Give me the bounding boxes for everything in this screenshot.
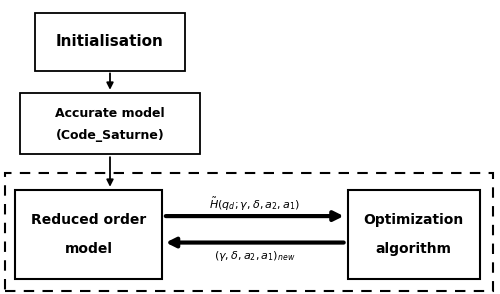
Text: Accurate model: Accurate model bbox=[55, 107, 165, 120]
Text: $\tilde{H}(q_d;\gamma,\delta,a_2,a_1)$: $\tilde{H}(q_d;\gamma,\delta,a_2,a_1)$ bbox=[210, 196, 300, 213]
FancyBboxPatch shape bbox=[20, 93, 200, 154]
Text: model: model bbox=[65, 242, 113, 256]
FancyBboxPatch shape bbox=[35, 13, 185, 71]
FancyBboxPatch shape bbox=[15, 190, 163, 279]
Text: Reduced order: Reduced order bbox=[31, 213, 146, 227]
Text: algorithm: algorithm bbox=[376, 242, 452, 256]
Text: Optimization: Optimization bbox=[364, 213, 464, 227]
Text: Initialisation: Initialisation bbox=[56, 34, 164, 49]
Text: (Code_Saturne): (Code_Saturne) bbox=[56, 129, 164, 142]
Text: $(\gamma,\delta,a_2,a_1)_{new}$: $(\gamma,\delta,a_2,a_1)_{new}$ bbox=[214, 249, 296, 263]
FancyBboxPatch shape bbox=[348, 190, 480, 279]
